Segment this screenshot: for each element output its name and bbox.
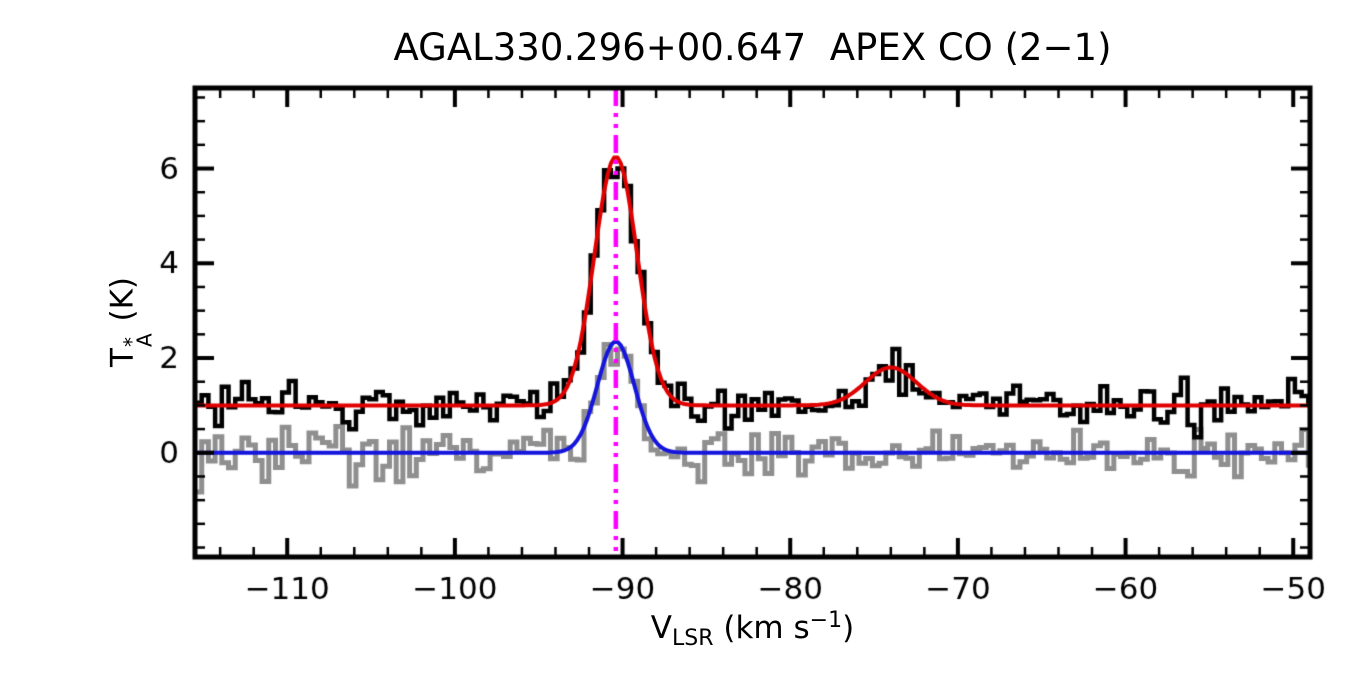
- x-axis-label-sub: LSR: [672, 626, 714, 651]
- x-axis-label: VLSR (km s−1): [195, 608, 1310, 651]
- chart-title: AGAL330.296+00.647 APEX CO (2−1): [393, 26, 1112, 69]
- x-axis-label-base: V: [650, 610, 673, 646]
- x-axis-label-unit-pre: (km s: [713, 610, 810, 646]
- y-axis-label-unit: (K): [104, 277, 141, 332]
- y-axis-label-base: T: [104, 348, 141, 367]
- y-axis-label-sub: A: [132, 333, 157, 348]
- y-axis-label-supsub: * A: [120, 333, 157, 348]
- x-axis-label-sup: −1: [809, 608, 843, 633]
- y-axis-label: T * A (K): [104, 277, 157, 367]
- x-axis-label-unit-post: ): [842, 610, 855, 646]
